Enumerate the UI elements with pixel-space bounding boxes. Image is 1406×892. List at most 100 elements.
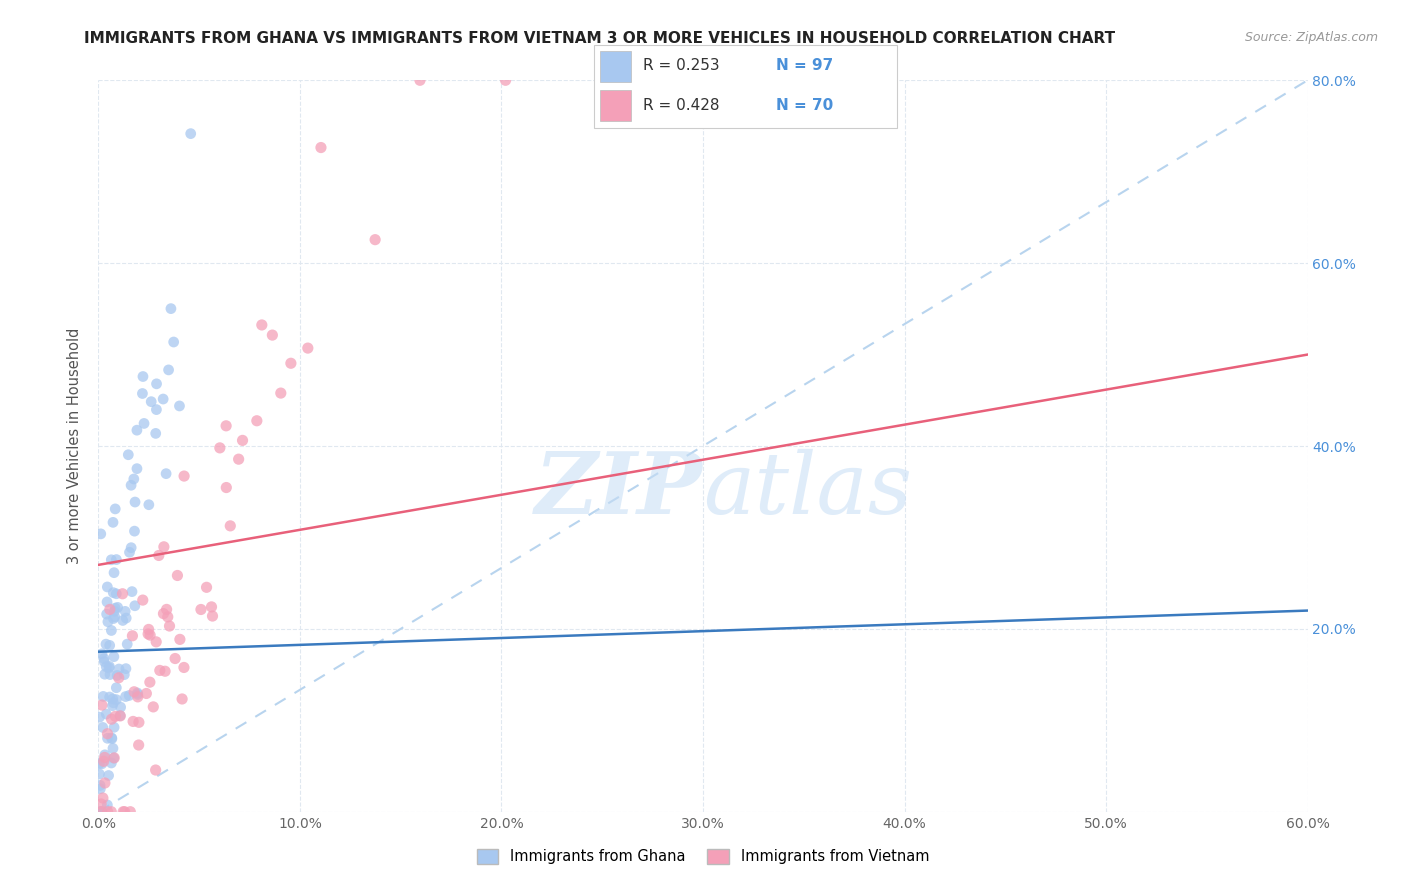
Point	[145, 376, 167, 391]
Point	[100, 805, 122, 819]
Point	[93, 754, 115, 768]
Point	[91, 721, 114, 735]
Point	[90, 527, 112, 541]
Point	[101, 731, 124, 746]
Point	[364, 233, 387, 247]
Point	[94, 747, 117, 762]
Point	[101, 698, 124, 713]
Point	[94, 667, 117, 681]
Bar	[600, 52, 631, 82]
Point	[98, 639, 121, 653]
Text: R = 0.253: R = 0.253	[643, 58, 720, 73]
Point	[114, 805, 136, 819]
Point	[195, 580, 218, 594]
Point	[98, 659, 121, 673]
Point	[309, 140, 332, 154]
Point	[297, 341, 319, 355]
Point	[100, 553, 122, 567]
Point	[96, 797, 118, 812]
Point	[103, 585, 125, 599]
Point	[262, 328, 284, 343]
Point	[97, 661, 120, 675]
Text: Source: ZipAtlas.com: Source: ZipAtlas.com	[1244, 31, 1378, 45]
Point	[125, 461, 148, 475]
Point	[97, 615, 120, 629]
Point	[98, 602, 121, 616]
Point	[91, 647, 114, 661]
Point	[101, 692, 124, 706]
Point	[89, 767, 111, 781]
Point	[142, 699, 165, 714]
Point	[124, 599, 146, 613]
Point	[121, 629, 143, 643]
Point	[169, 399, 191, 413]
Point	[136, 627, 159, 641]
Point	[149, 664, 172, 678]
Point	[156, 610, 179, 624]
Point	[90, 756, 112, 771]
Point	[145, 763, 167, 777]
Legend: Immigrants from Ghana, Immigrants from Vietnam: Immigrants from Ghana, Immigrants from V…	[471, 843, 935, 871]
Point	[96, 659, 118, 673]
Point	[96, 580, 118, 594]
Point	[115, 611, 138, 625]
Point	[89, 805, 111, 819]
Point	[110, 709, 132, 723]
Point	[201, 609, 224, 624]
Point	[100, 712, 122, 726]
Point	[131, 386, 153, 401]
Point	[104, 601, 127, 615]
Point	[114, 690, 136, 704]
Point	[139, 628, 162, 642]
Bar	[600, 90, 631, 120]
Point	[107, 600, 129, 615]
Point	[166, 568, 188, 582]
Point	[108, 708, 131, 723]
Text: ZIP: ZIP	[536, 448, 703, 532]
Point	[127, 688, 149, 702]
Text: atlas: atlas	[703, 449, 912, 532]
Point	[96, 595, 118, 609]
FancyBboxPatch shape	[593, 45, 897, 128]
Point	[152, 607, 174, 621]
Point	[118, 545, 141, 559]
Point	[97, 768, 120, 782]
Point	[125, 423, 148, 437]
Point	[159, 619, 181, 633]
Point	[157, 363, 180, 377]
Point	[135, 686, 157, 700]
Point	[100, 731, 122, 745]
Point	[132, 417, 155, 431]
Point	[208, 441, 231, 455]
Point	[94, 637, 117, 651]
Point	[98, 667, 121, 681]
Point	[111, 614, 134, 628]
Point	[120, 541, 142, 555]
Point	[153, 665, 176, 679]
Point	[127, 690, 149, 704]
Point	[89, 710, 111, 724]
Point	[215, 481, 238, 495]
Point	[103, 751, 125, 765]
Point	[115, 662, 138, 676]
Point	[93, 651, 115, 665]
Point	[173, 469, 195, 483]
Point	[132, 369, 155, 384]
Point	[103, 720, 125, 734]
Point	[200, 599, 222, 614]
Point	[219, 519, 242, 533]
Point	[105, 681, 128, 695]
Point	[103, 649, 125, 664]
Point	[165, 651, 187, 665]
Point	[93, 655, 115, 669]
Point	[128, 738, 150, 752]
Point	[89, 778, 111, 792]
Point	[117, 448, 139, 462]
Point	[495, 73, 517, 87]
Point	[104, 610, 127, 624]
Point	[96, 706, 118, 721]
Point	[103, 611, 125, 625]
Point	[228, 452, 250, 467]
Point	[190, 602, 212, 616]
Point	[91, 791, 114, 805]
